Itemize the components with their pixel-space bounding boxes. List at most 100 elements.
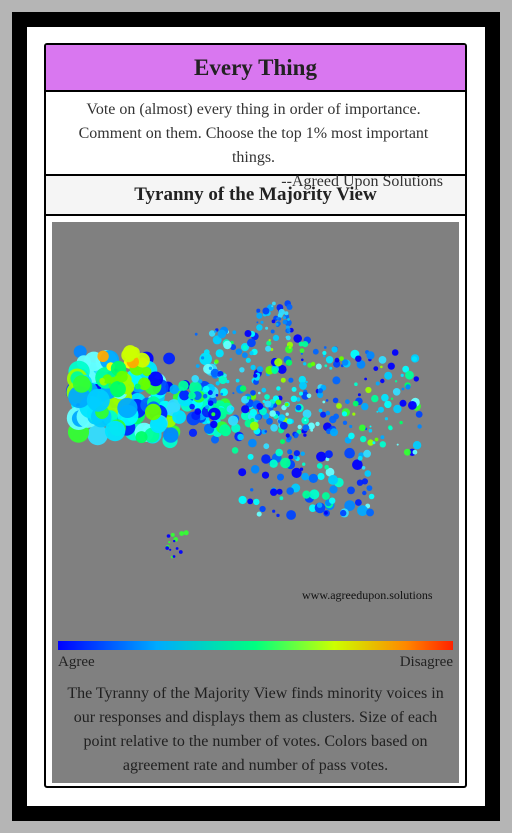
cluster-point xyxy=(149,415,168,434)
cluster-point xyxy=(276,488,283,495)
cluster-point xyxy=(256,402,264,410)
cluster-point xyxy=(368,493,375,500)
cluster-point xyxy=(286,418,293,425)
cluster-point xyxy=(211,435,219,444)
cluster-point xyxy=(102,374,113,384)
cluster-point xyxy=(271,367,279,374)
cluster-point xyxy=(284,311,289,316)
cluster-point xyxy=(201,356,205,360)
cluster-point xyxy=(366,351,375,360)
cluster-point xyxy=(325,467,335,477)
cluster-point xyxy=(169,384,180,395)
cluster-point xyxy=(172,410,186,424)
cluster-point xyxy=(203,349,210,356)
cluster-point xyxy=(256,321,259,324)
cluster-point xyxy=(287,449,293,455)
cluster-point xyxy=(250,418,255,423)
cluster-point xyxy=(355,355,362,362)
cluster-point xyxy=(342,420,348,425)
cluster-point xyxy=(304,419,307,422)
cluster-point xyxy=(373,366,379,371)
cluster-point xyxy=(302,490,311,499)
cluster-point xyxy=(364,377,367,381)
cluster-point xyxy=(367,439,374,446)
cluster-point xyxy=(293,450,300,457)
cluster-point xyxy=(322,350,327,356)
cluster-point xyxy=(237,433,244,441)
cluster-point xyxy=(198,379,203,384)
cluster-point xyxy=(288,454,294,460)
cluster-point xyxy=(320,411,327,418)
cluster-point xyxy=(271,305,274,308)
cluster-point xyxy=(282,319,288,325)
cluster-point xyxy=(256,308,261,313)
cluster-point xyxy=(223,373,227,378)
cluster-point xyxy=(291,386,297,392)
cluster-point xyxy=(309,489,320,500)
cluster-point xyxy=(261,454,271,464)
cluster-point xyxy=(396,443,399,446)
cluster-point xyxy=(228,415,239,426)
cluster-point xyxy=(215,349,224,358)
cluster-point xyxy=(296,397,301,402)
cluster-point xyxy=(376,410,379,413)
cluster-point xyxy=(135,431,148,444)
cluster-point xyxy=(318,408,323,413)
cluster-point xyxy=(387,362,395,370)
cluster-point xyxy=(374,437,379,442)
cluster-point xyxy=(283,316,286,320)
cluster-point xyxy=(310,428,314,432)
cluster-point xyxy=(300,451,305,456)
cluster-point xyxy=(294,432,299,438)
cluster-point xyxy=(277,473,284,481)
scale-agree-label: Agree xyxy=(58,654,95,670)
view-title: Tyranny of the Majority View xyxy=(134,184,377,205)
cluster-point xyxy=(250,390,256,396)
cluster-point xyxy=(325,399,329,402)
cluster-point xyxy=(317,472,325,481)
cluster-point xyxy=(341,411,348,417)
cluster-point xyxy=(217,329,227,339)
cluster-point xyxy=(302,462,306,466)
cluster-point xyxy=(301,472,309,481)
cluster-point xyxy=(266,418,273,425)
cluster-point xyxy=(362,490,367,496)
cluster-point xyxy=(329,497,336,504)
cluster-point xyxy=(254,414,261,421)
cluster-point xyxy=(401,387,405,391)
cluster-point xyxy=(241,405,250,414)
cluster-point xyxy=(232,330,237,335)
cluster-point xyxy=(215,393,219,397)
cluster-point xyxy=(357,393,361,397)
cluster-point xyxy=(261,471,270,479)
cluster-point xyxy=(189,381,202,394)
cluster-point xyxy=(361,402,369,411)
cluster-point xyxy=(412,441,422,450)
cluster-point xyxy=(317,388,323,394)
cluster-point xyxy=(264,394,270,400)
cluster-point xyxy=(357,455,363,461)
cluster-point xyxy=(249,351,254,356)
cluster-point xyxy=(393,404,402,414)
cluster-point xyxy=(308,473,318,483)
cluster-point xyxy=(384,400,392,409)
cluster-point xyxy=(259,505,266,513)
cluster-point xyxy=(381,393,389,402)
cluster-point xyxy=(215,381,220,386)
cluster-point xyxy=(285,433,290,438)
cluster-point xyxy=(316,463,323,469)
cluster-point xyxy=(371,394,379,403)
cluster-point xyxy=(345,399,350,405)
cluster-point xyxy=(207,400,214,406)
cluster-point xyxy=(270,329,275,334)
cluster-point xyxy=(256,366,264,373)
cluster-point xyxy=(348,432,355,440)
cluster-point xyxy=(276,317,279,320)
cluster-point xyxy=(270,488,278,496)
cluster-point xyxy=(352,412,356,416)
cluster-point xyxy=(361,466,366,470)
cluster-point xyxy=(400,373,404,377)
cluster-point xyxy=(73,345,87,359)
cluster-point xyxy=(170,532,175,537)
cluster-point xyxy=(308,504,317,512)
